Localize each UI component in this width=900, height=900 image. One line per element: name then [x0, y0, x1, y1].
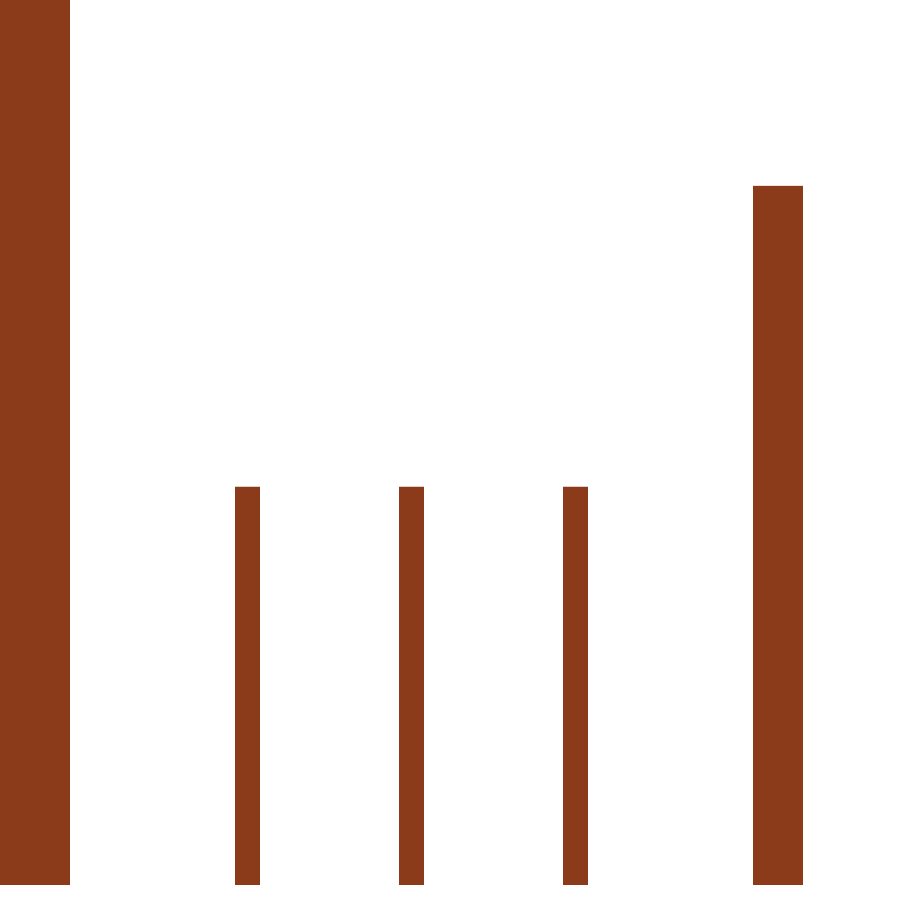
bar-1 — [0, 0, 70, 885]
bar-5 — [753, 185, 803, 886]
bar-2 — [235, 486, 260, 885]
bar-4 — [563, 486, 588, 885]
bar-3 — [399, 486, 424, 885]
